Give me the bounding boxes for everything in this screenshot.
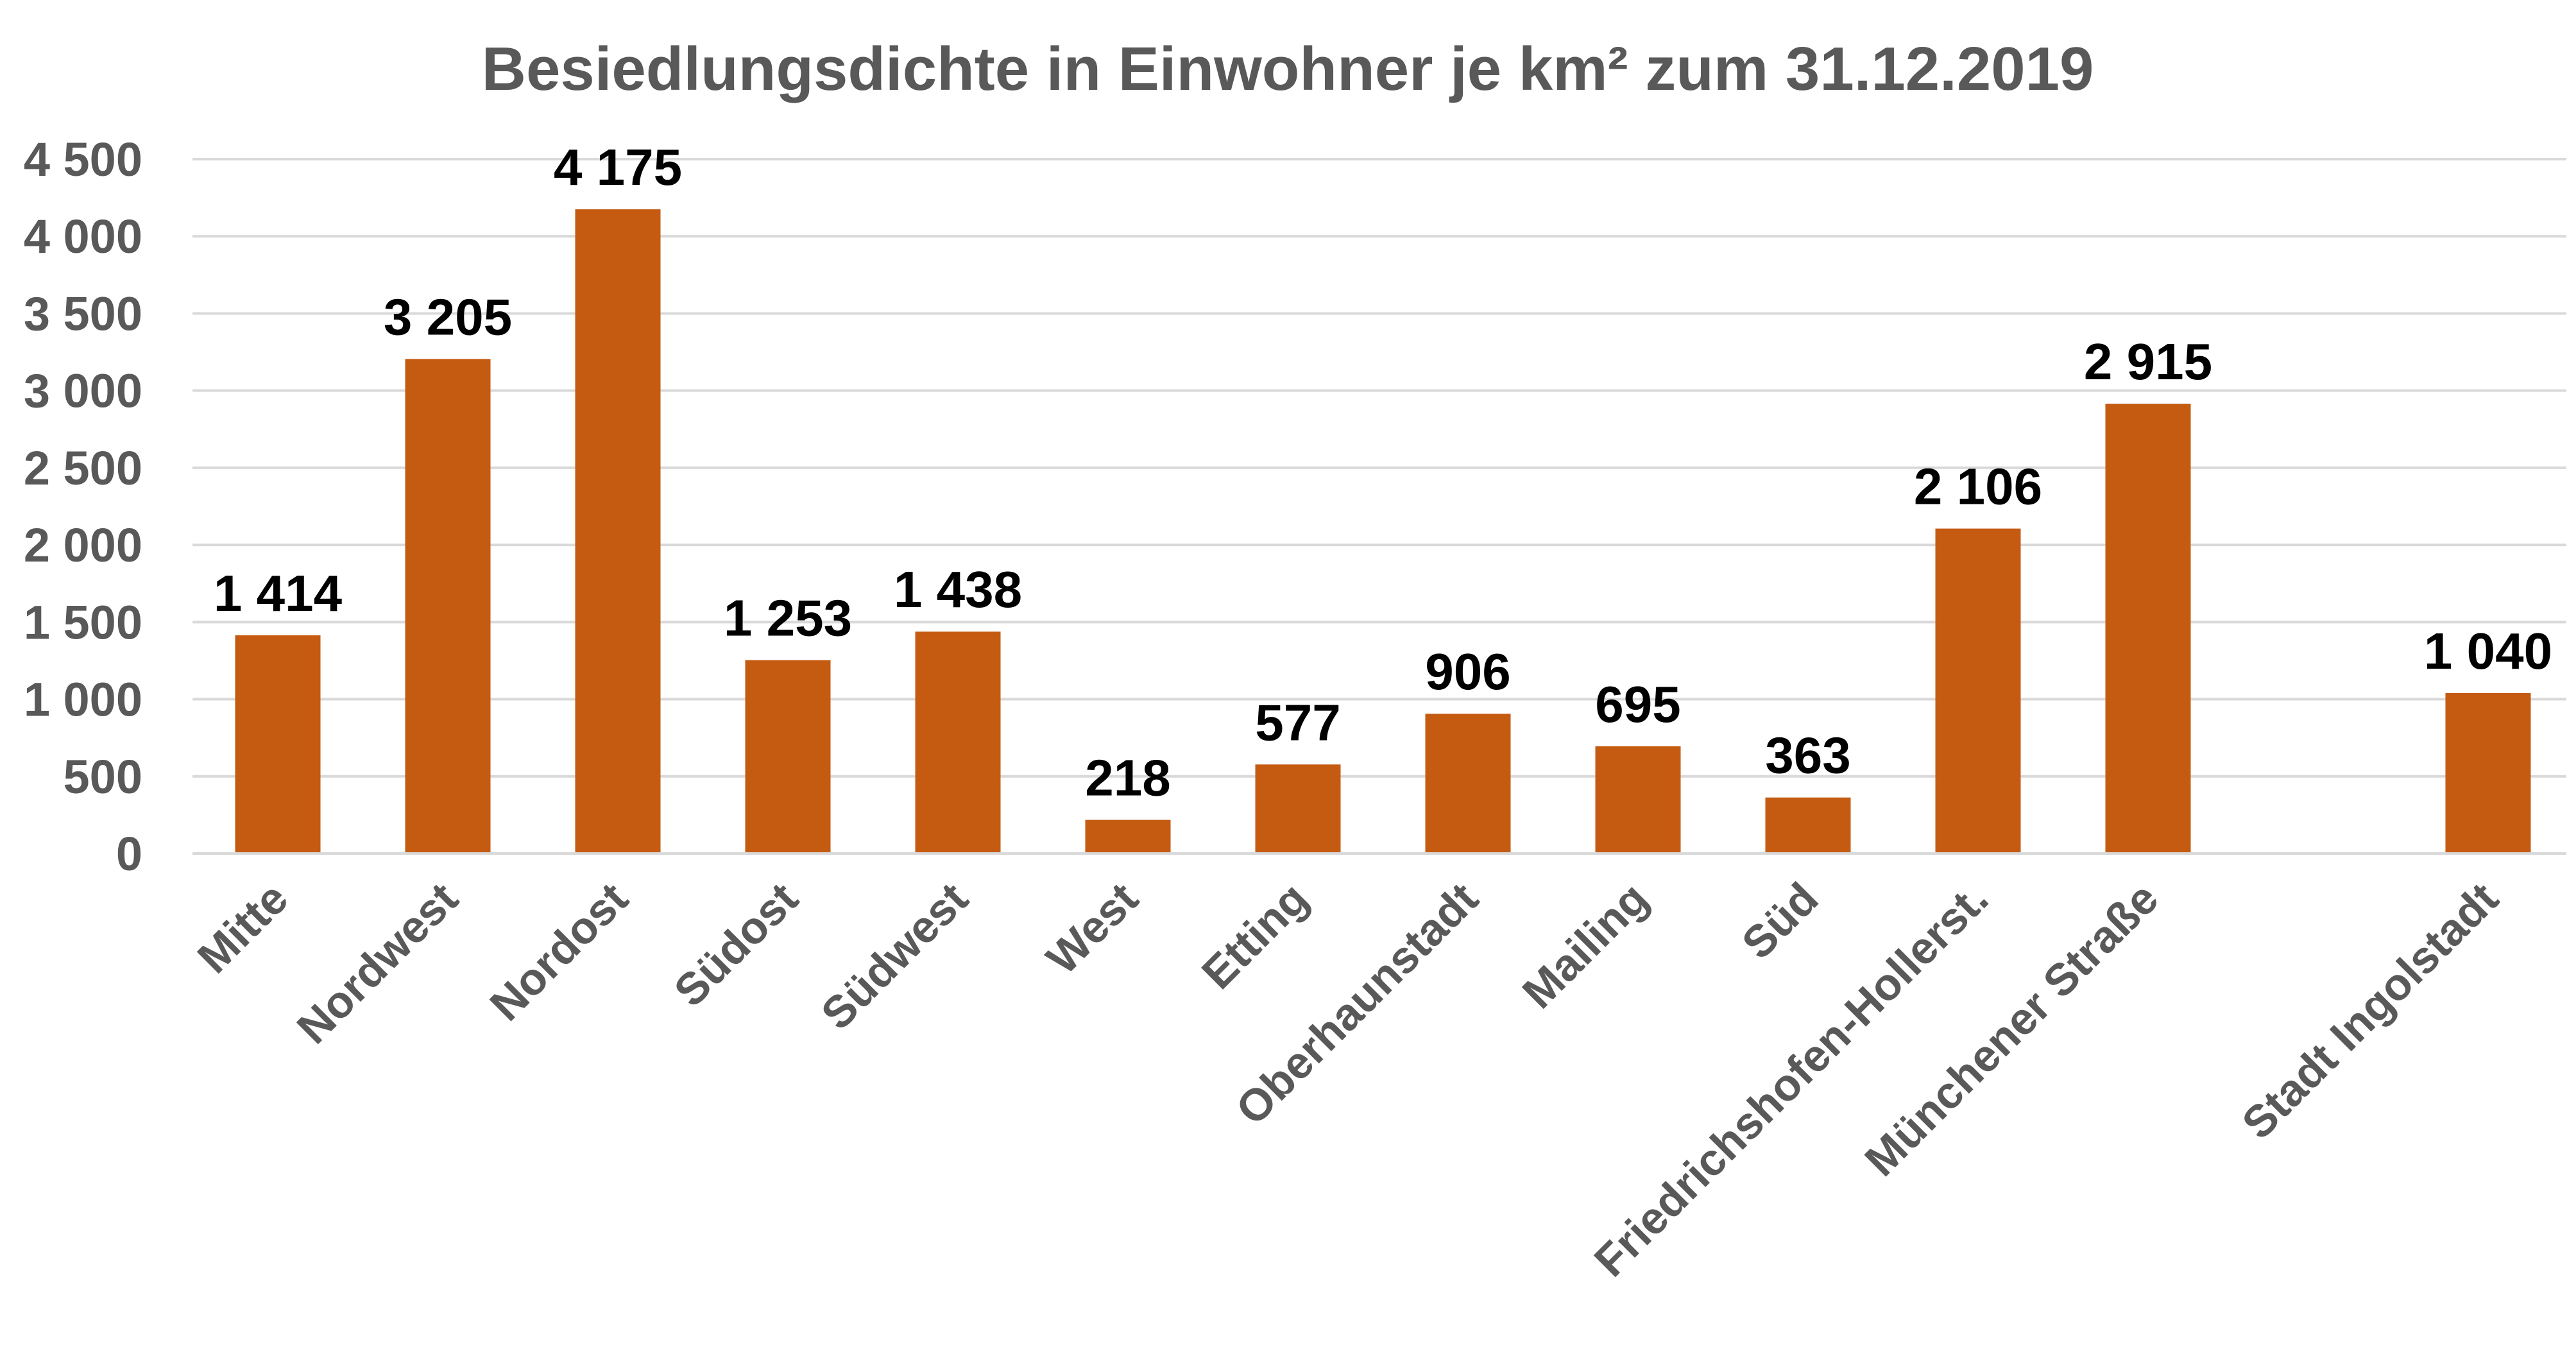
data-label: 1 253	[724, 590, 852, 647]
data-label: 906	[1425, 643, 1510, 700]
data-label: 2 915	[2084, 333, 2212, 390]
data-labels: 1 414 3 205 4 175 1 253 1 438 218 577 906 695 363…	[214, 139, 2552, 806]
data-label: 577	[1255, 694, 1340, 751]
data-label: 1 414	[214, 565, 343, 622]
y-tick-label: 500	[64, 750, 142, 803]
data-label: 218	[1085, 750, 1170, 807]
y-tick-label: 3 000	[24, 365, 142, 418]
bar	[1935, 528, 2021, 854]
x-tick-label: Südost	[665, 873, 808, 1016]
x-tick-label: Münchener Straße	[1855, 873, 2168, 1185]
x-tick-label: Nordwest	[287, 873, 468, 1053]
x-tick-label: Nordost	[481, 873, 638, 1030]
bar	[575, 209, 661, 854]
bar	[1425, 714, 1511, 854]
bar	[1595, 746, 1681, 854]
y-tick-label: 1 000	[24, 673, 142, 726]
bar	[745, 660, 831, 854]
x-tick-label: Mailing	[1513, 873, 1658, 1018]
bar	[2105, 404, 2191, 854]
x-tick-label: Süd	[1732, 873, 1828, 968]
bar	[2445, 692, 2531, 854]
y-axis-tick-labels: 0 500 1 000 1 500 2 000 2 500 3 000 3 500 4 000 4…	[24, 133, 142, 880]
y-tick-label: 4 500	[24, 133, 142, 186]
data-label: 363	[1765, 727, 1850, 784]
y-tick-label: 3 500	[24, 287, 142, 340]
bar	[1085, 820, 1171, 854]
data-label: 695	[1595, 676, 1680, 733]
x-tick-label: Etting	[1192, 873, 1317, 998]
x-tick-label: West	[1037, 873, 1148, 984]
data-label: 4 175	[554, 139, 682, 196]
y-tick-label: 2 500	[24, 442, 142, 495]
y-tick-label: 0	[116, 827, 142, 880]
data-label: 1 040	[2424, 622, 2552, 680]
y-tick-label: 1 500	[24, 596, 142, 649]
bar	[1765, 797, 1851, 854]
chart-title: Besiedlungsdichte in Einwohner je km² zu…	[482, 35, 2094, 103]
gridlines	[192, 158, 2566, 778]
bar	[405, 359, 491, 854]
y-tick-label: 4 000	[24, 210, 142, 263]
data-label: 1 438	[894, 561, 1022, 618]
x-tick-label: Südwest	[812, 873, 978, 1039]
y-tick-label: 2 000	[24, 519, 142, 572]
bars	[235, 209, 2531, 854]
bar	[235, 635, 321, 854]
x-tick-label: Stadt Ingolstadt	[2232, 873, 2507, 1148]
x-tick-label: Mitte	[188, 873, 298, 983]
bar	[915, 631, 1001, 854]
data-label: 2 106	[1914, 458, 2042, 515]
bar	[1255, 764, 1341, 854]
data-label: 3 205	[384, 288, 512, 345]
